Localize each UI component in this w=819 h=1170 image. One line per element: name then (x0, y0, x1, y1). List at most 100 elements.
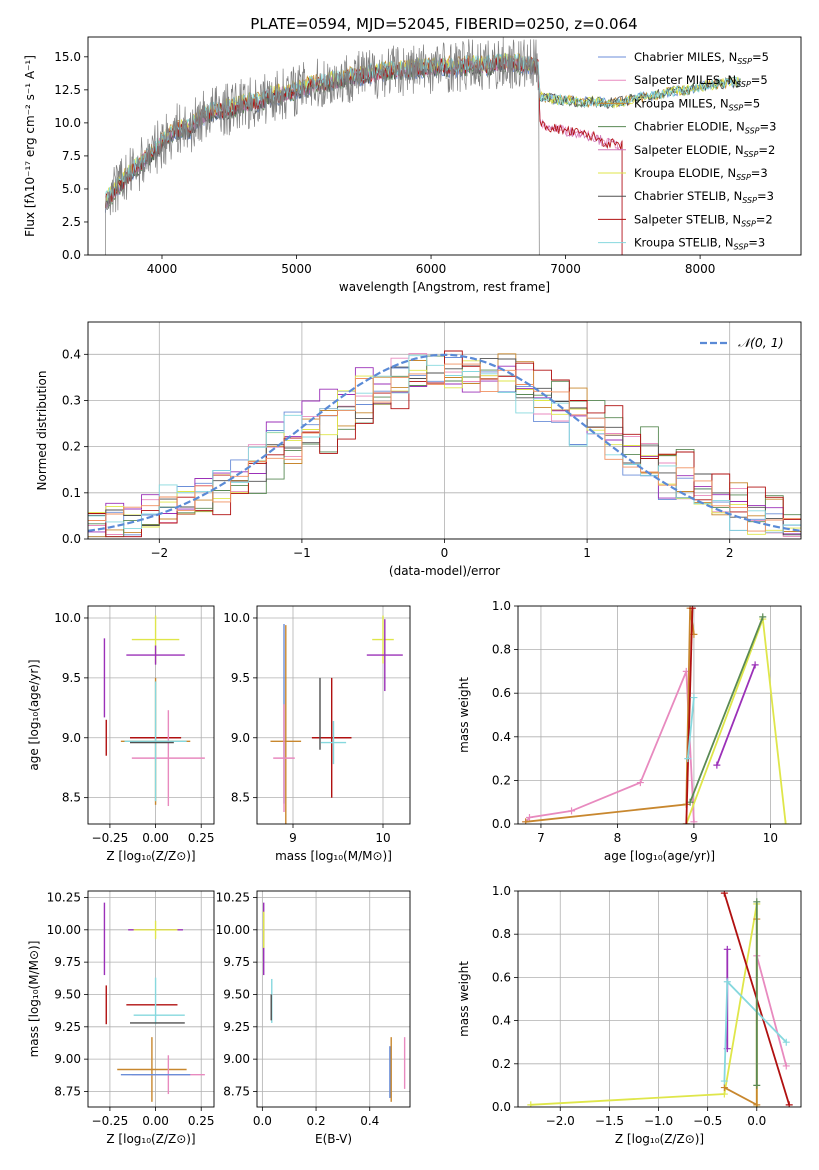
spectrum-data-line (105, 37, 540, 255)
age-vs-Z-xtick-label: 0.25 (188, 831, 215, 845)
mass-vs-Z-ytick-label: 9.25 (54, 1020, 81, 1034)
mass-vs-Z-ytick-label: 8.75 (54, 1084, 81, 1098)
residuals-plot-area (88, 322, 801, 539)
weight-vs-Z-series-marker (720, 1077, 728, 1085)
weight-vs-age-ytick-label: 0.4 (492, 730, 511, 744)
weight-vs-age-series-line-6 (686, 697, 695, 759)
weight-vs-age-xtick-label: 10 (763, 831, 778, 845)
spectrum-xtick-label: 6000 (416, 262, 447, 276)
age-vs-mass-ytick-label: 9.0 (231, 731, 250, 745)
legend-entry: Salpeter STELIB, NSSP=2 (634, 212, 773, 228)
age-vs-Z-ytick-label: 8.5 (62, 791, 81, 805)
spectrum-ytick-label: 2.5 (62, 215, 81, 229)
spectrum-ytick-label: 10.0 (54, 116, 81, 130)
residuals-ytick-label: 0.4 (62, 347, 81, 361)
residuals-axes: −2 −1 0 1 2 0.0 0.1 0.2 0.3 0.4 (data-model)/error… (35, 321, 802, 578)
age-vs-Z-ytick-label: 9.0 (62, 731, 81, 745)
spectrum-ytick-label: 5.0 (62, 182, 81, 196)
weight-vs-age-axes: 7 8 9 10 0.0 0.2 0.4 0.6 0.8 1.0 age [log₁₀(age/yr… (457, 599, 802, 863)
weight-vs-Z-series-marker (527, 1101, 535, 1107)
weight-vs-Z-xtick-label: 0.0 (747, 1114, 766, 1128)
figure-title: PLATE=0594, MJD=52045, FIBERID=0250, z=0… (250, 15, 637, 33)
weight-vs-age-series-line-4 (689, 616, 764, 803)
weight-vs-age-series-marker (525, 813, 533, 821)
weight-vs-Z-xtick-label: −1.5 (595, 1114, 624, 1128)
weight-vs-age-series-marker (759, 613, 767, 621)
residual-histogram-7 (88, 350, 801, 538)
spectrum-axes: 4000 5000 6000 7000 8000 0.0 2.5 5.0 7.5 10.0 12.5… (23, 36, 802, 294)
mass-vs-EBV-xtick-label: 0.4 (360, 1114, 379, 1128)
weight-vs-Z-series-marker (782, 1038, 790, 1046)
residuals-xtick-label: 2 (726, 546, 734, 560)
age-vs-Z-ytick-label: 9.5 (62, 671, 81, 685)
weight-vs-age-series-marker (690, 694, 698, 702)
weight-vs-Z-series-marker (753, 1101, 761, 1107)
weight-vs-Z-ytick-label: 0.8 (492, 927, 511, 941)
spectrum-xlabel: wavelength [Angstrom, rest frame] (339, 280, 550, 294)
mass-vs-EBV-ytick-label: 10.00 (216, 923, 250, 937)
spectrum-ylabel: Flux [fλ10⁻¹⁷ erg cm⁻² s⁻¹ A⁻¹] (23, 55, 37, 237)
mass-vs-EBV-ytick-label: 9.00 (223, 1052, 250, 1066)
spectrum-xtick-label: 7000 (550, 262, 581, 276)
mass-vs-Z-xlabel: Z [log₁₀(Z/Z⊙)] (106, 1132, 195, 1146)
age-vs-mass-xtick-label: 10 (375, 831, 390, 845)
mass-vs-Z-ytick-label: 9.50 (54, 987, 81, 1001)
age-vs-mass-errorbar-5 (311, 677, 352, 798)
age-vs-mass-ytick-label: 8.5 (231, 791, 250, 805)
residuals-xtick-label: 1 (583, 546, 591, 560)
age-vs-mass-ytick-label: 10.0 (223, 611, 250, 625)
weight-vs-Z-ytick-label: 0.4 (492, 1014, 511, 1028)
mass-vs-Z-xtick-label: 0.00 (142, 1114, 169, 1128)
mass-vs-EBV-xtick-label: 0.0 (253, 1114, 272, 1128)
spectrum-model-line-4 (105, 56, 623, 255)
residuals-xtick-label: 0 (441, 546, 449, 560)
mass-vs-EBV-plot-area (257, 891, 410, 1107)
weight-vs-age-series-marker (751, 661, 759, 669)
weight-vs-Z-series-marker (723, 978, 731, 986)
mass-vs-EBV-ytick-label: 9.50 (223, 987, 250, 1001)
mass-vs-Z-ylabel: mass [log₁₀(M/M⊙)] (27, 941, 41, 1058)
residual-histogram-9 (88, 363, 801, 532)
weight-vs-Z-ytick-label: 0.0 (492, 1100, 511, 1114)
mass-vs-EBV-ytick-label: 8.75 (223, 1084, 250, 1098)
weight-vs-Z-ylabel: mass weight (457, 961, 471, 1037)
weight-vs-age-series-line-5 (685, 608, 694, 824)
weight-vs-Z-series-marker (753, 898, 761, 906)
weight-vs-Z-series-marker (723, 945, 731, 953)
weight-vs-Z-plot-area (518, 891, 801, 1107)
mass-vs-EBV-ytick-label: 9.25 (223, 1020, 250, 1034)
spectrum-ytick-label: 15.0 (54, 50, 81, 64)
residuals-ytick-label: 0.2 (62, 440, 81, 454)
mass-vs-Z-frame (87, 890, 215, 1108)
mass-vs-Z-errorbar-8 (117, 1037, 187, 1102)
weight-vs-age-series-marker (688, 606, 696, 612)
residuals-ytick-label: 0.0 (62, 532, 81, 546)
age-vs-Z-ytick-label: 10.0 (54, 611, 81, 625)
weight-vs-age-ytick-label: 0.0 (492, 817, 511, 831)
weight-vs-Z-series-marker (720, 1090, 728, 1098)
mass-vs-EBV-xlabel: E(B-V) (315, 1132, 352, 1146)
spectrum-ytick-label: 0.0 (62, 248, 81, 262)
mass-vs-Z-axes: −0.25 0.00 0.25 8.75 9.00 9.25 9.50 9.75 10.00 10… (27, 890, 215, 1146)
weight-vs-age-series-marker (568, 807, 576, 815)
weight-vs-age-xlabel: age [log₁₀(age/yr)] (604, 849, 715, 863)
mass-vs-Z-plot-area (88, 891, 214, 1107)
residuals-frame (87, 321, 802, 540)
spectrum-ytick-label: 12.5 (54, 83, 81, 97)
spectrum-legend: Chabrier MILES, NSSP=5 Salpeter MILES, NS… (598, 50, 776, 252)
age-vs-Z-ylabel: age [log₁₀(age/yr)] (27, 659, 41, 770)
weight-vs-Z-xtick-label: −2.0 (546, 1114, 575, 1128)
residuals-ytick-label: 0.3 (62, 393, 81, 407)
age-vs-mass-errorbar-4 (273, 704, 295, 813)
weight-vs-age-xtick-label: 9 (690, 831, 698, 845)
mass-vs-Z-ytick-label: 10.00 (47, 923, 81, 937)
weight-vs-age-series-marker (684, 755, 692, 763)
legend-entry: 𝒩(0, 1) (738, 335, 784, 350)
spectrum-model-line-7 (105, 56, 623, 255)
mass-vs-Z-ytick-label: 9.75 (54, 955, 81, 969)
weight-vs-Z-series-marker (720, 1084, 728, 1092)
weight-vs-age-series-marker (522, 818, 530, 824)
weight-vs-age-xtick-label: 8 (614, 831, 622, 845)
legend-entry: Chabrier STELIB, NSSP=3 (634, 189, 774, 205)
mass-vs-Z-xtick-label: 0.25 (188, 1114, 215, 1128)
